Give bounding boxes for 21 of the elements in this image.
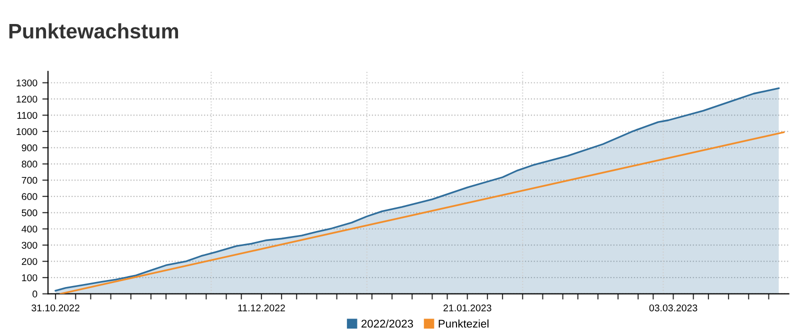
y-tick-label: 900 bbox=[22, 144, 38, 152]
y-tick-label: 600 bbox=[22, 193, 38, 200]
y-tick-label: 800 bbox=[22, 160, 38, 168]
y-tick-label: 700 bbox=[22, 176, 38, 184]
y-tick-label: 100 bbox=[22, 274, 38, 282]
legend-label: 2022/2023 bbox=[362, 319, 413, 328]
chart-title: Punktewachstum bbox=[9, 23, 178, 39]
y-tick-label: 500 bbox=[22, 209, 38, 216]
y-tick-label: 200 bbox=[22, 258, 38, 265]
y-tick-label: 1200 bbox=[16, 96, 38, 103]
y-tick-label: 300 bbox=[22, 242, 38, 249]
y-tick-label: 0 bbox=[32, 290, 38, 298]
legend-label: Punkteziel bbox=[438, 319, 488, 328]
x-tick-label: 03.03.2023 bbox=[649, 304, 698, 312]
y-tick-label: 1300 bbox=[16, 79, 38, 86]
y-tick-label: 1100 bbox=[17, 112, 38, 119]
x-tick-label: 11.12.2022 bbox=[238, 304, 285, 312]
x-tick-label: 31.10.2022 bbox=[32, 304, 80, 312]
y-tick-label: 400 bbox=[22, 226, 38, 232]
x-tick-label: 21.01.2023 bbox=[444, 304, 492, 312]
y-tick-label: 1000 bbox=[16, 128, 38, 136]
